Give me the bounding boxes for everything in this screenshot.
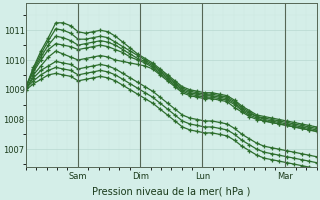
X-axis label: Pression niveau de la mer( hPa ): Pression niveau de la mer( hPa ) bbox=[92, 187, 251, 197]
